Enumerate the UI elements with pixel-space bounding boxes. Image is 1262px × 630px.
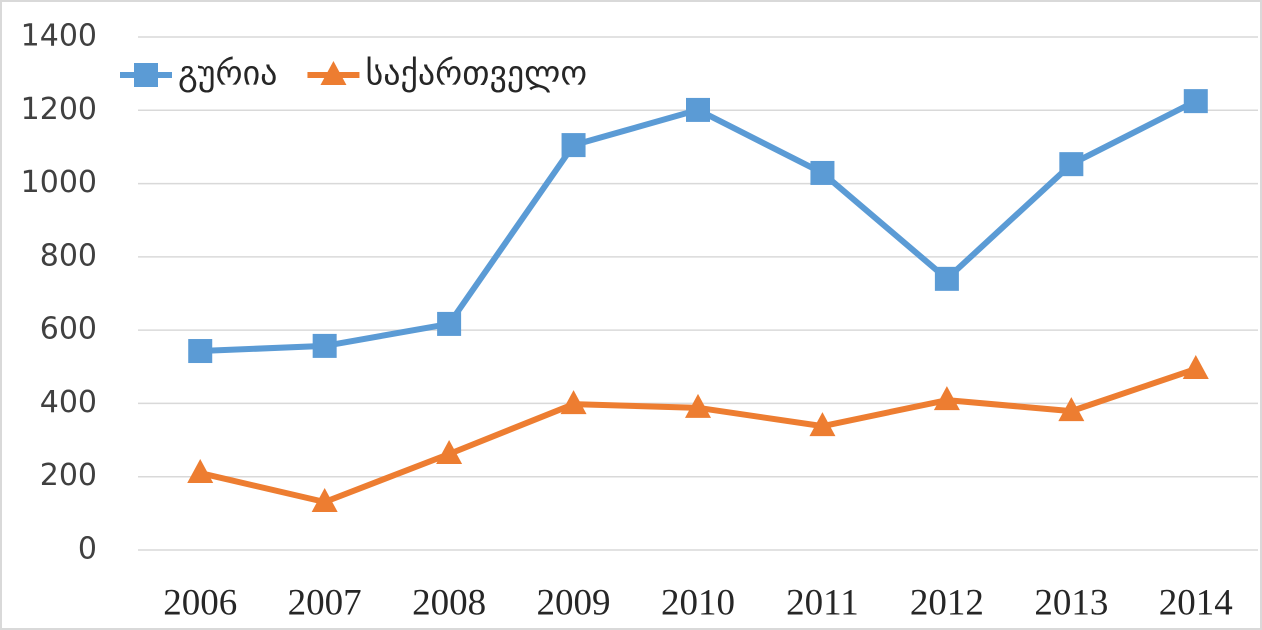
marker: [561, 133, 586, 158]
marker: [810, 160, 835, 185]
x-tick-label: 2009: [537, 582, 611, 623]
marker: [437, 311, 462, 336]
marker: [187, 459, 214, 484]
y-tick-label: 400: [40, 385, 97, 420]
marker: [1183, 89, 1208, 114]
marker: [436, 439, 463, 464]
y-tick-label: 1200: [21, 92, 97, 127]
y-tick-label: 0: [78, 532, 97, 567]
marker: [320, 61, 347, 85]
x-tick-label: 2006: [163, 582, 237, 623]
x-tick-label: 2008: [412, 582, 486, 623]
legend-label: გურია: [178, 54, 277, 94]
y-tick-label: 200: [40, 458, 97, 493]
legend-label: საქართველო: [365, 54, 587, 94]
x-tick-label: 2013: [1034, 582, 1108, 623]
marker: [312, 333, 337, 358]
marker: [134, 63, 158, 87]
marker: [934, 266, 959, 291]
marker: [685, 393, 711, 418]
marker: [933, 386, 960, 411]
marker: [1059, 152, 1084, 177]
marker: [188, 339, 213, 364]
marker: [686, 97, 710, 122]
y-tick-label: 800: [40, 238, 97, 273]
marker: [1182, 354, 1209, 379]
x-tick-label: 2014: [1159, 582, 1233, 623]
marker: [1058, 397, 1085, 422]
marker: [311, 487, 338, 512]
legend-item: საქართველო: [307, 54, 587, 94]
y-tick-label: 600: [40, 312, 97, 347]
y-tick-label: 1400: [21, 19, 97, 54]
x-tick-label: 2012: [910, 582, 984, 623]
marker: [809, 412, 836, 437]
marker: [560, 390, 587, 415]
x-tick-label: 2010: [661, 582, 735, 623]
legend-item: გურია: [120, 54, 277, 94]
x-tick-label: 2007: [288, 582, 362, 623]
x-tick-label: 2011: [786, 582, 859, 623]
y-tick-label: 1000: [21, 165, 97, 200]
